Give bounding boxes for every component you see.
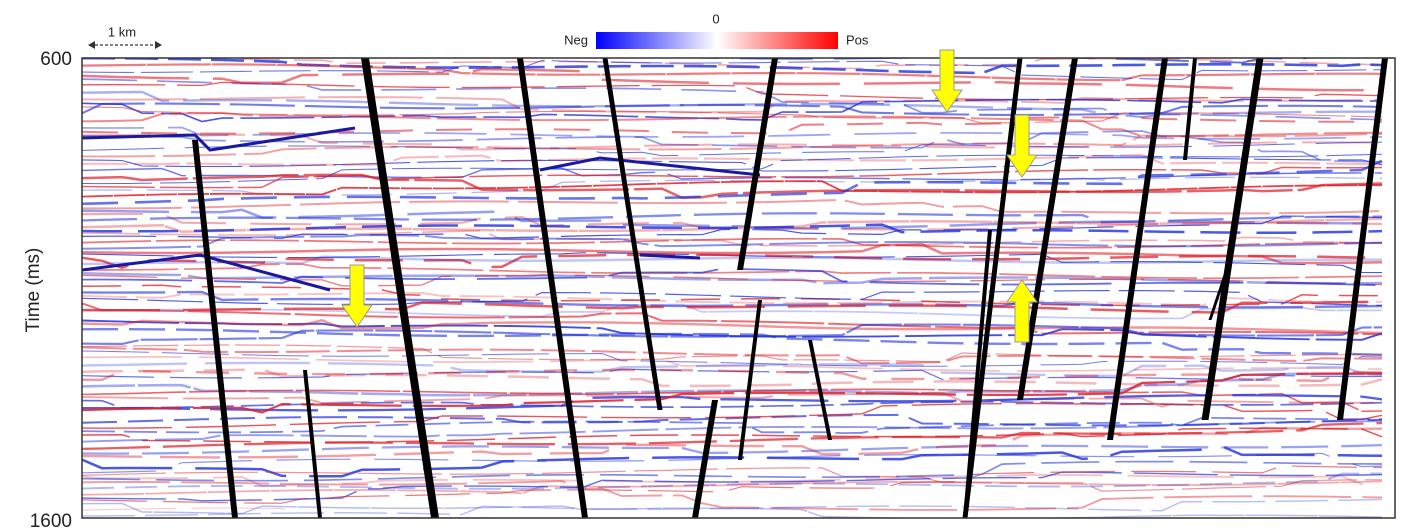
y-axis-label: Time (ms) [23,248,44,333]
reflection [82,525,1382,532]
reflection [82,521,1382,532]
y-tick-label: 600 [40,49,72,70]
colorbar-zero-label: 0 [712,11,719,26]
scale-arrow [88,41,95,49]
figure: 1 km Neg 0 Pos 600 1600 Time (ms) [0,0,1405,532]
y-tick-label: 1600 [30,511,72,532]
scale-arrow [155,41,162,49]
reflection [82,518,1382,532]
colorbar [596,32,838,49]
scale-label: 1 km [108,24,136,39]
colorbar-pos-label: Pos [846,32,869,47]
colorbar-neg-label: Neg [564,32,588,47]
reflection [82,525,1382,532]
